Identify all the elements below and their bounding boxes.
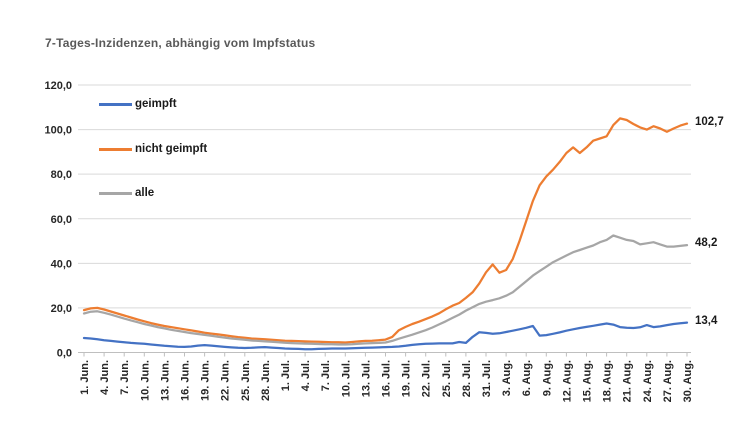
end-label-alle: 48,2	[695, 237, 718, 250]
legend-label-alle: alle	[135, 187, 155, 199]
x-tick-label: 10. Jul.	[340, 360, 352, 397]
x-tick-label: 1. Jul.	[280, 360, 292, 391]
legend-line-swatch-alle	[99, 191, 132, 195]
x-tick-label: 16. Jun.	[180, 360, 192, 401]
x-tick-label: 13. Jun.	[159, 360, 171, 401]
x-tick-label: 25. Jul.	[441, 360, 453, 397]
y-tick-label: 20,0	[51, 303, 72, 315]
chart-title: 7-Tages-Inzidenzen, abhängig vom Impfsta…	[45, 36, 316, 50]
x-tick-label: 13. Jul.	[360, 360, 372, 397]
x-tick-label: 21. Aug.	[622, 360, 634, 402]
x-tick-label: 18. Aug.	[602, 360, 614, 402]
end-label-nicht-geimpft: 102,7	[695, 115, 724, 128]
x-tick-label: 31. Jul.	[481, 360, 493, 397]
y-tick-label: 0,0	[57, 348, 72, 360]
x-tick-label: 6. Aug.	[521, 360, 533, 396]
series-line-nicht-geimpft	[82, 117, 689, 344]
y-tick-label: 80,0	[51, 169, 72, 181]
x-tick-label: 4. Jul.	[300, 360, 312, 391]
x-tick-label: 27. Aug.	[662, 360, 674, 402]
x-tick-label: 12. Aug.	[561, 360, 573, 402]
series-line-alle	[82, 234, 689, 346]
end-label-geimpft: 13,4	[695, 314, 718, 327]
legend-label-nicht-geimpft: nicht geimpft	[135, 143, 208, 155]
legend-label-geimpft: geimpft	[135, 98, 177, 110]
x-tick-label: 4. Jun.	[99, 360, 111, 395]
x-tick-label: 16. Jul.	[381, 360, 393, 397]
x-tick-label: 1. Jun.	[79, 360, 91, 395]
y-tick-label: 120,0	[44, 80, 72, 92]
x-tick-label: 19. Jul.	[401, 360, 413, 397]
x-tick-label: 10. Jun.	[139, 360, 151, 401]
y-tick-label: 60,0	[51, 214, 72, 226]
x-tick-label: 28. Jun.	[260, 360, 272, 401]
x-tick-label: 30. Aug.	[682, 360, 694, 402]
legend-item-nicht-geimpft: nicht geimpft	[99, 142, 207, 156]
legend-line-swatch-geimpft	[99, 102, 132, 106]
x-tick-label: 3. Aug.	[501, 360, 513, 396]
x-tick-label: 15. Aug.	[582, 360, 594, 402]
x-tick-label: 22. Jul.	[421, 360, 433, 397]
x-tick-label: 7. Jul.	[320, 360, 332, 391]
legend-item-geimpft: geimpft	[99, 97, 177, 111]
legend-line-swatch-nicht-geimpft	[99, 147, 132, 151]
x-tick-label: 9. Aug.	[541, 360, 553, 396]
x-tick-label: 7. Jun.	[119, 360, 131, 395]
x-tick-label: 24. Aug.	[642, 360, 654, 402]
y-tick-label: 100,0	[44, 125, 72, 137]
x-tick-label: 22. Jun.	[220, 360, 232, 401]
x-tick-label: 25. Jun.	[240, 360, 252, 401]
legend-item-alle: alle	[99, 186, 154, 200]
y-tick-label: 40,0	[51, 258, 72, 270]
x-tick-label: 28. Jul.	[461, 360, 473, 397]
series-line-geimpft	[82, 321, 689, 351]
x-tick-label: 19. Jun.	[200, 360, 212, 401]
